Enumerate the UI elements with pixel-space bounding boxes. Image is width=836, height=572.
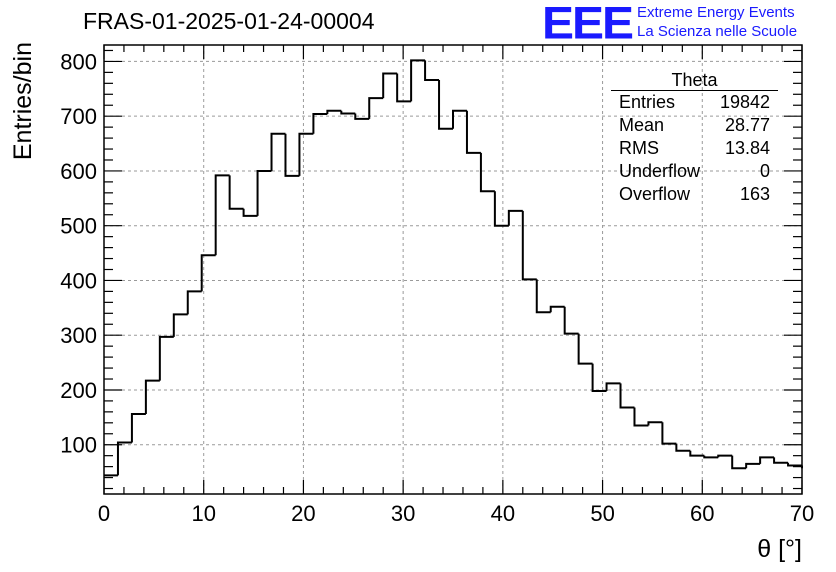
x-tick-label: 20 bbox=[291, 501, 315, 526]
stats-row-underflow: Underflow 0 bbox=[611, 160, 778, 183]
x-tick-label: 0 bbox=[98, 501, 110, 526]
histogram-bin bbox=[186, 290, 202, 315]
histogram-bin bbox=[256, 169, 272, 216]
run-title: FRAS-01-2025-01-24-00004 bbox=[83, 8, 375, 34]
stats-value: 13.84 bbox=[724, 138, 770, 158]
stats-row-mean: Mean 28.77 bbox=[611, 114, 778, 137]
stats-row-overflow: Overflow 163 bbox=[611, 183, 778, 206]
histogram-bin bbox=[675, 443, 691, 452]
histogram-bin bbox=[144, 379, 160, 415]
histogram-bin bbox=[745, 462, 761, 469]
stats-value: 28.77 bbox=[724, 115, 770, 135]
histogram-bin bbox=[312, 112, 328, 134]
histogram-bin bbox=[535, 279, 551, 314]
histogram-bin bbox=[563, 306, 579, 335]
histogram-bin bbox=[717, 454, 733, 458]
logo-caption: Extreme Energy Events La Scienza nelle S… bbox=[637, 3, 797, 41]
stats-label: Entries bbox=[619, 92, 676, 112]
histogram-bin bbox=[605, 382, 621, 392]
histogram-bin bbox=[410, 59, 426, 102]
stats-row-rms: RMS 13.84 bbox=[611, 137, 778, 160]
histogram-bin bbox=[493, 191, 509, 227]
x-axis-ticks: 0 10 20 30 40 50 60 70 bbox=[98, 45, 814, 526]
histogram-bin bbox=[773, 457, 789, 464]
histogram-bin bbox=[242, 208, 258, 217]
stats-title: Theta bbox=[611, 70, 778, 91]
y-axis-label: Entries/bin bbox=[9, 42, 37, 160]
histogram-bin bbox=[577, 333, 593, 365]
logo-line-1: Extreme Energy Events bbox=[637, 4, 795, 21]
histogram-bin bbox=[633, 407, 649, 427]
histogram-bin bbox=[172, 313, 188, 337]
histogram-bin bbox=[298, 132, 314, 176]
histogram-bin bbox=[326, 109, 342, 114]
y-tick-label: 600 bbox=[60, 159, 97, 184]
y-tick-label: 200 bbox=[60, 378, 97, 403]
histogram-bin bbox=[130, 413, 146, 443]
histogram-bin bbox=[214, 174, 230, 256]
histogram-bin bbox=[424, 60, 440, 82]
histogram-bin bbox=[284, 133, 300, 177]
y-tick-label: 800 bbox=[60, 49, 97, 74]
histogram-bin bbox=[479, 152, 495, 193]
stats-label: RMS bbox=[619, 138, 659, 158]
histogram-bin bbox=[368, 97, 384, 119]
grid-lines bbox=[104, 45, 802, 494]
logo-line-2: La Scienza nelle Scuole bbox=[637, 23, 798, 40]
y-tick-label: 100 bbox=[60, 433, 97, 458]
histogram-bin bbox=[270, 132, 286, 171]
histogram-bin bbox=[521, 210, 537, 281]
stats-row-entries: Entries 19842 bbox=[611, 91, 778, 114]
y-tick-label: 700 bbox=[60, 104, 97, 129]
x-tick-label: 30 bbox=[391, 501, 415, 526]
histogram-bin bbox=[382, 72, 398, 99]
histogram-bin bbox=[731, 455, 747, 470]
x-tick-label: 40 bbox=[491, 501, 515, 526]
y-tick-label: 300 bbox=[60, 323, 97, 348]
histogram-bin bbox=[354, 113, 370, 120]
histogram-bin bbox=[452, 109, 467, 129]
x-tick-label: 50 bbox=[590, 501, 614, 526]
x-tick-label: 70 bbox=[790, 501, 814, 526]
histogram-bin bbox=[438, 80, 453, 130]
histogram-bin bbox=[200, 254, 216, 292]
histogram-bin bbox=[396, 73, 412, 103]
stats-value: 163 bbox=[739, 184, 770, 204]
histogram-bin bbox=[158, 335, 174, 381]
histogram-bin bbox=[787, 462, 802, 467]
histogram-bin bbox=[619, 383, 635, 409]
stats-label: Overflow bbox=[619, 184, 691, 204]
histogram-bin bbox=[116, 441, 132, 476]
stats-label: Underflow bbox=[619, 161, 701, 181]
histogram-bin bbox=[228, 175, 244, 210]
histogram-bin bbox=[759, 456, 775, 464]
histogram-bin bbox=[549, 305, 565, 313]
stats-value: 19842 bbox=[719, 92, 770, 112]
eee-logo: EEE bbox=[542, 0, 634, 49]
histogram-bars bbox=[104, 59, 803, 477]
histogram-bin bbox=[703, 455, 719, 459]
histogram-bin bbox=[661, 422, 677, 445]
x-axis-label: θ [°] bbox=[757, 535, 802, 563]
stats-box: Theta Entries 19842 Mean 28.77 RMS 13.84… bbox=[611, 70, 778, 206]
y-tick-label: 400 bbox=[60, 268, 97, 293]
histogram-bin bbox=[647, 421, 663, 426]
y-axis-ticks: 100 200 300 400 500 600 700 800 bbox=[60, 49, 802, 490]
histogram-bin bbox=[465, 110, 481, 154]
stats-value: 0 bbox=[759, 161, 770, 181]
x-tick-label: 60 bbox=[690, 501, 714, 526]
histogram-bin bbox=[507, 209, 523, 226]
y-tick-label: 500 bbox=[60, 214, 97, 239]
histogram-bin bbox=[340, 110, 356, 115]
stats-label: Mean bbox=[619, 115, 665, 135]
x-tick-label: 10 bbox=[191, 501, 215, 526]
histogram-bin bbox=[591, 363, 607, 393]
histogram-bin bbox=[689, 450, 705, 457]
